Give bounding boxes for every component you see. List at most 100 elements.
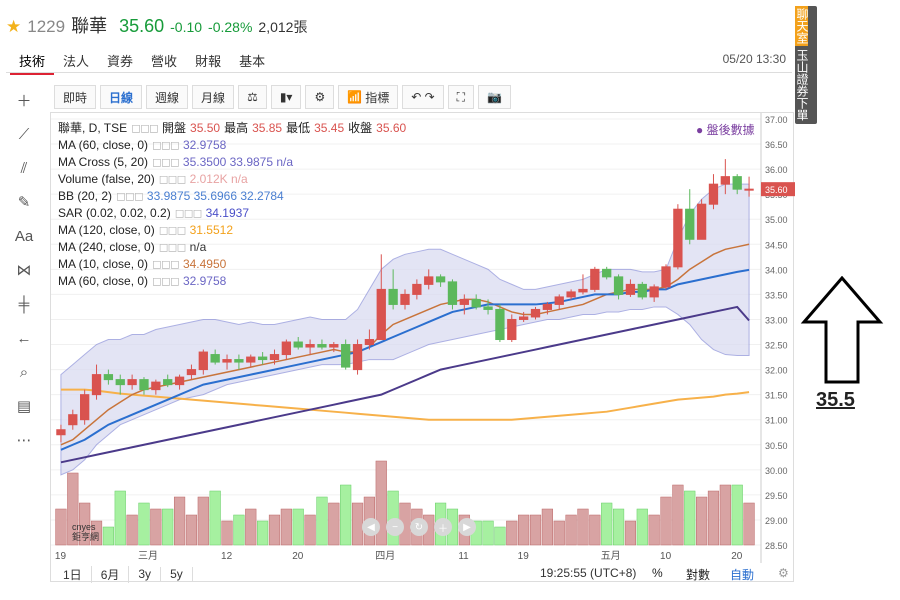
volume-bar [636, 508, 648, 546]
range-6m[interactable]: 6月 [92, 565, 130, 583]
legend-row-controls-icon[interactable]: ◻◻◻ [116, 189, 144, 203]
gear-icon[interactable]: ⚙ [305, 85, 335, 109]
intraday-button[interactable]: 即時 [54, 85, 97, 109]
legend-row-label: MA Cross (5, 20) [58, 155, 149, 169]
legend-row-controls-icon[interactable]: ◻◻◻ [158, 223, 187, 237]
candle-body [518, 316, 529, 320]
stock-header: ★ 1229 聯華 35.60 -0.10 -0.28% 2,012張 [6, 12, 307, 38]
zoom-in-icon[interactable]: ＋ [434, 518, 452, 536]
volume-bar [529, 514, 542, 546]
candle-body [459, 298, 469, 305]
settings-gear-icon[interactable]: ⚙ [778, 566, 789, 580]
volume-bar [648, 514, 660, 546]
candle-body [507, 318, 517, 341]
log-toggle[interactable]: 對數 [686, 568, 711, 582]
broker-order-label[interactable]: 玉山證券下單 [795, 49, 809, 121]
legend-row-value: 34.1937 [205, 206, 250, 220]
daily-button[interactable]: 日線 [100, 85, 143, 109]
chart-toolbar: 即時 日線 週線 月線 ⚖ ▮▾ ⚙ 📶 指標 ↶ ↷ ⛶ 📷 [54, 85, 512, 111]
range-1d[interactable]: 1日 [54, 565, 92, 583]
favorite-star-icon[interactable]: ★ [6, 17, 22, 36]
legend-row-label: MA (120, close, 0) [58, 223, 155, 237]
weekly-button[interactable]: 週線 [146, 85, 189, 109]
x-tick-label: 三月 [138, 550, 158, 562]
ruler-icon[interactable]: ╪ [18, 295, 30, 313]
legend-row-controls-icon[interactable]: ◻◻◻ [152, 155, 180, 169]
y-tick-label: 36.50 [765, 140, 788, 150]
brush-icon[interactable]: ✎ [17, 194, 31, 211]
volume-bar [518, 514, 530, 546]
y-tick-label: 31.50 [765, 391, 788, 401]
percent-toggle[interactable]: % [652, 566, 663, 580]
candle-body [412, 283, 422, 295]
pattern-icon[interactable]: ⋈ [16, 262, 32, 279]
auto-toggle[interactable]: 自動 [730, 568, 755, 582]
ruler-stack-icon[interactable]: ▤ [16, 398, 32, 415]
x-tick-label: 10 [660, 551, 672, 562]
tab-basic[interactable]: 基本 [239, 54, 266, 69]
tab-margin[interactable]: 資券 [107, 54, 134, 69]
range-5y[interactable]: 5y [161, 567, 193, 581]
legend-row-controls-icon[interactable]: ◻◻◻ [152, 274, 180, 288]
y-tick-label: 34.50 [765, 240, 788, 250]
volume-bar [684, 490, 696, 546]
reset-icon[interactable]: ↻ [410, 518, 428, 536]
trendline-icon[interactable]: ⟋ [18, 125, 30, 143]
candle-type-icon[interactable]: ▮▾ [270, 85, 302, 109]
candle-body [637, 283, 647, 298]
candle-body [269, 354, 280, 361]
tab-institutional[interactable]: 法人 [63, 54, 90, 69]
legend-row-controls-icon[interactable]: ◻◻◻ [152, 138, 180, 152]
candle-body [56, 429, 66, 436]
fib-icon[interactable]: ⫽ [20, 159, 28, 177]
bollinger-band [60, 183, 750, 476]
candle-body [732, 176, 742, 190]
y-tick-label: 28.50 [765, 541, 788, 551]
tab-technical[interactable]: 技術 [10, 48, 55, 75]
legend-row: MA (60, close, 0) ◻◻◻ 32.9758 [58, 137, 406, 154]
legend-row: BB (20, 2) ◻◻◻ 33.9875 35.6966 32.2784 [58, 188, 406, 205]
range-3y[interactable]: 3y [129, 567, 162, 581]
bottom-clock: 19:25:55 (UTC+8) [540, 566, 637, 580]
more-icon[interactable]: ⋯ [16, 432, 32, 449]
legend-row: MA (240, close, 0) ◻◻◻ n/a [58, 239, 406, 256]
side-badge[interactable]: 聊天室 玉山證券下單 [795, 6, 817, 124]
crosshair-icon[interactable]: ＋ [16, 92, 32, 110]
scale-icon[interactable]: ⚖ [238, 85, 267, 109]
legend-row-value: 32.9758 [182, 274, 227, 288]
monthly-button[interactable]: 月線 [192, 85, 235, 109]
candle-body [400, 293, 410, 305]
x-tick-label: 20 [292, 551, 304, 562]
legend-row: SAR (0.02, 0.02, 0.2) ◻◻◻ 34.1937 [58, 205, 406, 222]
legend-row-controls-icon[interactable]: ◻◻◻ [174, 206, 203, 220]
legend-controls-icon[interactable]: ◻◻◻ [131, 121, 159, 135]
chatroom-label[interactable]: 聊天室 [795, 6, 809, 46]
tab-revenue[interactable]: 營收 [151, 54, 178, 69]
scroll-right-icon[interactable]: ▶ [458, 518, 476, 536]
volume-bar [601, 502, 613, 546]
legend-row-controls-icon[interactable]: ◻◻◻ [158, 172, 187, 186]
zoom-out-icon[interactable]: − [386, 518, 404, 536]
legend-row-controls-icon[interactable]: ◻◻◻ [158, 240, 187, 254]
candle-body [329, 344, 339, 348]
zoom-icon[interactable]: ⌕ [19, 363, 29, 381]
fullscreen-icon[interactable]: ⛶ [447, 85, 475, 109]
camera-icon[interactable]: 📷 [478, 85, 512, 109]
undo-redo-icon[interactable]: ↶ ↷ [402, 85, 444, 109]
volume-bar [221, 520, 233, 546]
text-icon[interactable]: Aa [14, 227, 34, 245]
legend-row-controls-icon[interactable]: ◻◻◻ [152, 257, 180, 271]
legend-row-label: MA (60, close, 0) [58, 138, 149, 152]
y-tick-label: 31.00 [765, 416, 788, 426]
section-tabs: 技術 法人 資券 營收 財報 基本 [10, 48, 274, 75]
volume-text: 2,012張 [258, 19, 308, 35]
after-hours-label[interactable]: ● 盤後數據 [696, 123, 755, 137]
tab-financials[interactable]: 財報 [195, 54, 222, 69]
y-tick-label: 30.00 [765, 466, 788, 476]
candle-body [151, 381, 161, 391]
arrow-left-icon[interactable]: ← [16, 329, 32, 347]
scroll-left-icon[interactable]: ◀ [362, 518, 380, 536]
candle-body [281, 341, 292, 356]
volume-bar [553, 520, 565, 546]
indicators-button[interactable]: 📶 指標 [338, 85, 399, 109]
